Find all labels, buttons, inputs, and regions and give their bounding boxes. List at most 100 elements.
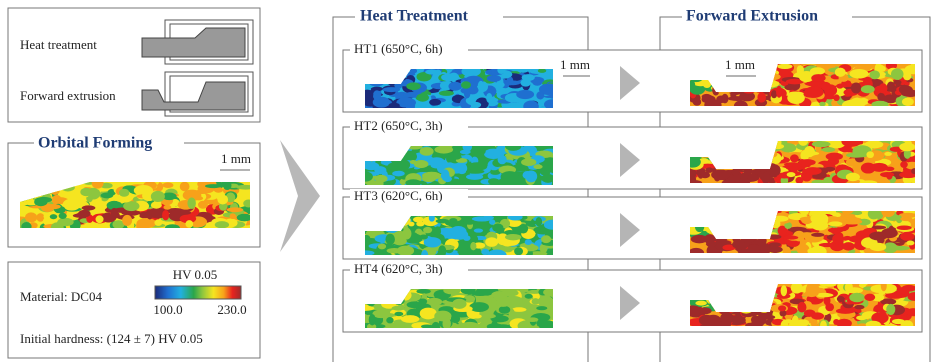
map-blob — [481, 249, 489, 255]
map-blob — [864, 294, 875, 301]
map-blob — [82, 205, 96, 210]
map-blob — [25, 212, 37, 222]
map-blob — [870, 243, 887, 251]
map-blob — [435, 70, 441, 75]
map-blob — [474, 229, 483, 233]
map-blob — [34, 198, 47, 206]
map-blob — [488, 178, 499, 185]
map-blob — [890, 246, 909, 251]
map-blob — [900, 161, 908, 168]
map-blob — [795, 177, 803, 184]
map-blob — [900, 217, 912, 221]
map-blob — [899, 143, 915, 152]
map-blob — [163, 205, 171, 210]
map-blob — [434, 146, 453, 154]
map-blob — [535, 217, 542, 226]
map-blob — [792, 315, 799, 325]
map-blob — [154, 219, 162, 226]
map-blob — [521, 158, 536, 166]
row-label: HT3 (620°C, 6h) — [354, 188, 443, 203]
map-blob — [421, 324, 433, 328]
map-blob — [842, 219, 862, 225]
map-blob — [835, 68, 846, 77]
map-blob — [759, 313, 767, 325]
map-blob — [386, 317, 393, 323]
map-blob — [825, 303, 834, 311]
map-blob — [463, 219, 475, 224]
map-blob — [700, 172, 710, 179]
map-blob — [897, 225, 912, 230]
map-blob — [420, 147, 434, 156]
map-blob — [871, 163, 888, 172]
map-blob — [443, 176, 451, 182]
map-blob — [441, 73, 459, 81]
map-blob — [852, 211, 862, 215]
map-blob — [473, 314, 482, 318]
map-blob — [137, 218, 157, 228]
map-blob — [449, 218, 457, 223]
map-blob — [397, 246, 414, 256]
map-blob — [885, 167, 895, 171]
map-blob — [478, 81, 484, 92]
map-blob — [434, 226, 441, 236]
map-blob — [59, 213, 67, 219]
map-blob — [525, 310, 533, 315]
map-blob — [501, 171, 519, 182]
map-blob — [434, 311, 451, 322]
map-blob — [496, 81, 503, 87]
map-blob — [162, 182, 173, 188]
map-blob — [119, 189, 129, 197]
map-blob — [392, 171, 405, 177]
map-blob — [452, 299, 466, 309]
map-blob — [811, 74, 825, 82]
map-blob — [691, 235, 708, 243]
map-blob — [796, 244, 809, 255]
map-blob — [741, 172, 748, 179]
map-blob — [471, 102, 482, 108]
map-blob — [522, 74, 535, 81]
map-blob — [846, 173, 860, 181]
map-blob — [536, 91, 544, 99]
map-blob — [540, 171, 550, 176]
map-blob — [458, 250, 472, 255]
map-blob — [821, 82, 831, 91]
map-blob — [439, 91, 454, 96]
map-blob — [392, 306, 405, 311]
map-blob — [811, 233, 824, 237]
map-blob — [363, 162, 379, 170]
map-blob — [423, 310, 432, 319]
map-blob — [469, 302, 489, 312]
map-blob — [851, 83, 861, 94]
map-blob — [463, 235, 470, 241]
map-blob — [489, 219, 495, 225]
map-blob — [762, 172, 771, 184]
map-blob — [850, 69, 869, 79]
map-blob — [146, 210, 153, 219]
map-blob — [122, 215, 132, 226]
map-blob — [777, 64, 792, 69]
colorbar — [155, 286, 241, 299]
map-blob — [812, 141, 831, 147]
map-blob — [706, 241, 717, 247]
map-blob — [810, 213, 828, 224]
map-blob — [518, 224, 528, 234]
map-blob — [413, 217, 424, 223]
map-blob — [428, 157, 444, 167]
map-blob — [505, 234, 521, 240]
map-blob — [217, 195, 228, 205]
figure: Heat treatment Forward extrusion Orbital… — [0, 0, 937, 362]
map-blob — [832, 234, 844, 244]
map-blob — [877, 93, 885, 102]
map-blob — [487, 149, 494, 156]
map-blob — [205, 184, 222, 188]
map-blob — [230, 213, 236, 219]
map-blob — [499, 306, 510, 314]
map-blob — [787, 172, 796, 177]
map-blob — [514, 247, 523, 255]
map-blob — [194, 196, 203, 200]
map-blob — [804, 86, 823, 97]
row-label: HT4 (620°C, 3h) — [354, 261, 443, 276]
scale-label: 1 mm — [725, 57, 755, 72]
map-blob — [394, 312, 403, 316]
map-blob — [822, 147, 835, 152]
